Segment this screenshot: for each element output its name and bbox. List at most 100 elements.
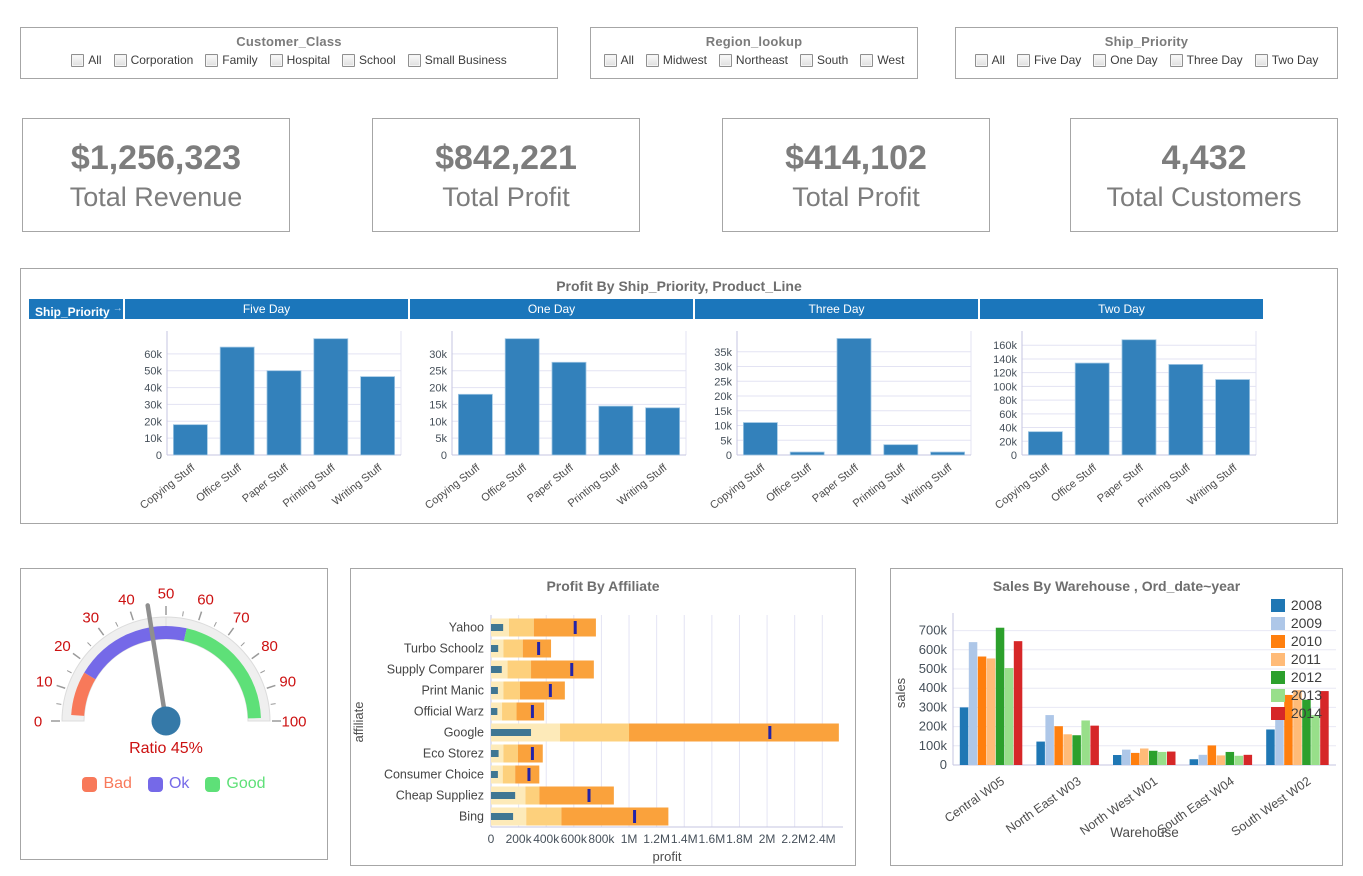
checkbox-small-business[interactable] — [407, 53, 421, 67]
svg-text:Bing: Bing — [459, 810, 484, 824]
svg-text:60: 60 — [197, 592, 214, 609]
legend-label: 2014 — [1290, 705, 1322, 721]
svg-text:50k: 50k — [144, 366, 162, 378]
svg-text:20: 20 — [54, 638, 71, 655]
svg-text:0: 0 — [441, 450, 447, 462]
filter-option-ship-priority-three-day[interactable]: Three Day — [1169, 53, 1243, 67]
filter-option-ship-priority-all[interactable]: All — [974, 53, 1005, 67]
bar-chart-three-day: 0 5k 10k 15k 20k 25k 30k 35k Copying StuffOffice… — [708, 331, 972, 512]
svg-text:2M: 2M — [759, 832, 776, 846]
filter-option-region-lookup-west[interactable]: West — [860, 53, 904, 67]
svg-text:Print Manic: Print Manic — [421, 684, 484, 698]
svg-text:Writing Stuff: Writing Stuff — [615, 461, 670, 508]
warehouse-legend-item-2014: 2014 — [1270, 705, 1322, 722]
svg-text:50: 50 — [158, 585, 175, 602]
svg-text:Printing Stuff: Printing Stuff — [281, 461, 339, 510]
filter-option-customer-class-school[interactable]: School — [342, 53, 396, 67]
filter-option-region-lookup-south[interactable]: South — [799, 53, 848, 67]
svg-text:1.8M: 1.8M — [726, 832, 753, 846]
checkbox-label: School — [359, 53, 396, 67]
checkbox-all[interactable] — [603, 53, 617, 67]
checkbox-label: Northeast — [735, 53, 788, 67]
svg-text:Yahoo: Yahoo — [449, 621, 484, 635]
svg-text:profit: profit — [653, 849, 682, 864]
checkbox-midwest[interactable] — [645, 53, 659, 67]
filter-panel-ship-priority: Ship_Priority All Five Day One Day Three Da… — [955, 27, 1338, 79]
row-header-ship-priority[interactable]: Ship_Priority → — [29, 299, 123, 319]
svg-text:Cheap Suppliez: Cheap Suppliez — [396, 789, 484, 803]
checkbox-label: Three Day — [1186, 53, 1243, 67]
legend-swatch-icon — [147, 776, 163, 792]
svg-text:80k: 80k — [999, 395, 1017, 407]
filter-option-customer-class-small-business[interactable]: Small Business — [407, 53, 507, 67]
legend-label: Bad — [103, 775, 132, 792]
filter-option-customer-class-corporation[interactable]: Corporation — [113, 53, 193, 67]
svg-text:15k: 15k — [714, 406, 732, 418]
svg-text:140k: 140k — [993, 354, 1017, 366]
warehouse-chart-title: Sales By Warehouse , Ord_date~year — [992, 578, 1241, 594]
svg-text:South West W02: South West W02 — [1229, 774, 1314, 839]
svg-text:Official Warz: Official Warz — [414, 705, 484, 719]
svg-text:120k: 120k — [993, 368, 1017, 380]
checkbox-south[interactable] — [799, 53, 813, 67]
svg-text:Office Stuff: Office Stuff — [479, 461, 530, 504]
warehouse-legend-item-2013: 2013 — [1270, 687, 1322, 704]
checkbox-two-day[interactable] — [1254, 53, 1268, 67]
svg-text:30k: 30k — [144, 399, 162, 411]
checkbox-school[interactable] — [342, 53, 355, 67]
filter-option-region-lookup-northeast[interactable]: Northeast — [718, 53, 788, 67]
svg-text:affiliate: affiliate — [351, 702, 366, 743]
column-header-three-day: Three Day — [695, 299, 978, 319]
legend-label: 2013 — [1290, 687, 1322, 703]
filter-option-ship-priority-two-day[interactable]: Two Day — [1254, 53, 1319, 67]
gauge-legend-item-good: Good — [205, 775, 266, 793]
svg-text:500k: 500k — [919, 661, 948, 676]
filter-option-customer-class-family[interactable]: Family — [205, 53, 258, 67]
warehouse-legend-item-2010: 2010 — [1270, 633, 1322, 650]
filter-option-ship-priority-five-day[interactable]: Five Day — [1016, 53, 1081, 67]
legend-label: Good — [226, 775, 266, 792]
kpi-card-total-revenue: $1,256,323 Total Revenue — [22, 118, 290, 232]
svg-text:60k: 60k — [999, 409, 1017, 421]
checkbox-corporation[interactable] — [113, 53, 127, 67]
svg-text:10k: 10k — [714, 421, 732, 433]
warehouse-legend-item-2008: 2008 — [1270, 597, 1322, 614]
row-header-label: Ship_Priority — [35, 305, 110, 319]
kpi-label: Total Profit — [792, 182, 920, 212]
checkbox-all[interactable] — [71, 53, 85, 67]
checkbox-one-day[interactable] — [1093, 53, 1107, 67]
filter-option-region-lookup-all[interactable]: All — [603, 53, 634, 67]
svg-text:1M: 1M — [621, 832, 638, 846]
checkbox-west[interactable] — [860, 53, 874, 67]
svg-text:Copying Stuff: Copying Stuff — [993, 461, 1053, 512]
svg-text:10: 10 — [36, 674, 53, 691]
checkbox-hospital[interactable] — [269, 53, 283, 67]
filter-option-region-lookup-midwest[interactable]: Midwest — [645, 53, 707, 67]
svg-text:80: 80 — [261, 638, 278, 655]
filter-option-ship-priority-one-day[interactable]: One Day — [1093, 53, 1158, 67]
filter-options-customer-class: All Corporation Family Hospital School Small … — [21, 53, 557, 67]
kpi-label: Total Profit — [442, 182, 570, 212]
checkbox-three-day[interactable] — [1169, 53, 1183, 67]
svg-text:0: 0 — [940, 757, 947, 772]
checkbox-label: Hospital — [286, 53, 330, 67]
checkbox-label: All — [620, 53, 634, 67]
checkbox-all[interactable] — [974, 53, 988, 67]
svg-text:20k: 20k — [714, 391, 732, 403]
filter-title-region-lookup: Region_lookup — [705, 34, 803, 49]
checkbox-northeast[interactable] — [718, 53, 732, 67]
checkbox-label: Two Day — [1271, 53, 1319, 67]
legend-swatch-icon — [1270, 653, 1285, 666]
filter-option-customer-class-hospital[interactable]: Hospital — [269, 53, 330, 67]
svg-text:90: 90 — [279, 674, 296, 691]
profit-by-affiliate-bullet-chart: 0 200k 400k 600k 800k 1M 1.2M 1.4M 1.6M 1.8M 2M 2.2… — [351, 615, 843, 864]
filter-option-customer-class-all[interactable]: All — [71, 53, 102, 67]
checkbox-family[interactable] — [205, 53, 219, 67]
svg-text:0: 0 — [1011, 450, 1017, 462]
checkbox-five-day[interactable] — [1016, 53, 1030, 67]
svg-text:20k: 20k — [144, 416, 162, 428]
svg-text:1.6M: 1.6M — [699, 832, 726, 846]
svg-text:60k: 60k — [144, 349, 162, 361]
